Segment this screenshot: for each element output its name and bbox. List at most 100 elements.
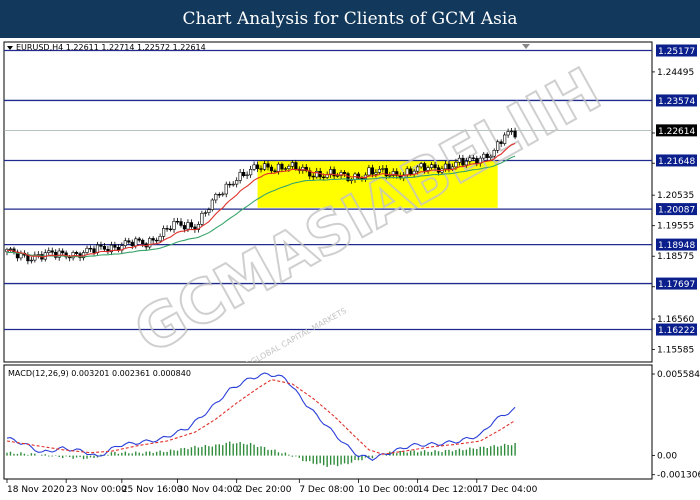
candle-body (360, 177, 364, 180)
candle (148, 236, 152, 250)
candle (75, 250, 79, 256)
candle-body (294, 162, 298, 170)
candle (137, 236, 141, 243)
candle (391, 168, 395, 179)
candle-body (113, 244, 117, 248)
candle-body (513, 130, 517, 138)
candle (109, 241, 113, 256)
candle-body (346, 173, 350, 181)
candle (207, 207, 211, 216)
price-axis-label: 1.19555 (657, 222, 694, 232)
current-price-label: 1.22614 (658, 127, 695, 137)
candle-body (471, 157, 475, 159)
candle-body (506, 131, 510, 136)
candle-body (339, 172, 343, 176)
candle-body (231, 183, 235, 186)
candle (269, 164, 274, 174)
candle (249, 165, 253, 178)
candle (429, 162, 434, 170)
candle-body (262, 163, 267, 170)
candle (203, 210, 207, 217)
symbol-dropdown-icon[interactable] (7, 46, 13, 50)
candle-body (447, 163, 451, 170)
candle (245, 171, 249, 179)
candle-body (304, 166, 308, 172)
candle (496, 139, 500, 154)
candle (360, 175, 364, 182)
candle-body (127, 240, 131, 243)
candle-body (116, 246, 120, 251)
candle (189, 219, 194, 229)
candle-body (71, 252, 75, 259)
candle-body (245, 174, 249, 177)
candle-body (454, 161, 458, 168)
price-axis-label: 1.15585 (657, 345, 694, 355)
candle-body (475, 158, 479, 164)
candle-body (224, 183, 228, 195)
candle (377, 165, 381, 175)
candle-body (95, 244, 100, 253)
candle-body (273, 170, 277, 172)
candle (102, 242, 107, 253)
candle (492, 148, 496, 159)
chart-header: Chart Analysis for Clients of GCM Asia (0, 0, 700, 38)
candle-body (409, 168, 413, 175)
candle (509, 127, 514, 135)
candle (200, 210, 204, 227)
slow-moving-average (7, 155, 516, 258)
candle-body (148, 238, 152, 248)
candle (311, 172, 315, 181)
candle-body (61, 250, 65, 254)
candle-body (179, 221, 183, 226)
candle (419, 162, 423, 169)
current-price-tag (656, 124, 697, 137)
candle-body (374, 172, 378, 175)
time-axis-label: 25 Nov 16:00 (122, 485, 183, 495)
candle-body (172, 221, 176, 230)
candle (332, 166, 336, 180)
candle (513, 127, 517, 140)
candle-body (290, 162, 294, 167)
candle-body (329, 169, 333, 176)
price-axis-label: 1.24495 (657, 68, 694, 78)
candle-body (200, 213, 204, 225)
candle (506, 128, 510, 138)
fast-moving-average (7, 142, 516, 258)
candle (280, 162, 284, 173)
candle (367, 164, 371, 177)
candle-body (395, 171, 399, 176)
candle-body (165, 228, 169, 230)
candle-body (162, 228, 166, 237)
candle (342, 170, 347, 177)
candle (85, 245, 89, 255)
candle (262, 160, 267, 172)
signal-line (6, 379, 516, 455)
candle-body (422, 163, 427, 171)
candle-body (342, 172, 347, 174)
candle (304, 164, 308, 173)
candle (283, 166, 288, 171)
macd-axis-label: 0.00 (657, 452, 677, 462)
level-tag (656, 154, 697, 167)
candle (168, 225, 173, 232)
candle (99, 241, 103, 250)
candle-body (391, 171, 395, 176)
candle (210, 198, 214, 212)
candle (259, 165, 263, 173)
candle-body (426, 167, 430, 171)
candle (123, 237, 127, 249)
candle-body (443, 163, 448, 170)
candle (315, 167, 319, 179)
candle-body (189, 222, 194, 228)
candle-body (384, 168, 388, 177)
time-axis-label: 14 Dec 12:00 (418, 485, 479, 495)
candle (61, 248, 65, 256)
candle (290, 160, 294, 170)
candle (457, 154, 462, 166)
level-tag-label: 1.25177 (658, 47, 695, 57)
candle (57, 248, 61, 261)
candle-body (8, 248, 13, 250)
time-axis-label: 7 Dec 08:00 (299, 485, 354, 495)
candle (47, 247, 51, 257)
candle (228, 181, 232, 188)
